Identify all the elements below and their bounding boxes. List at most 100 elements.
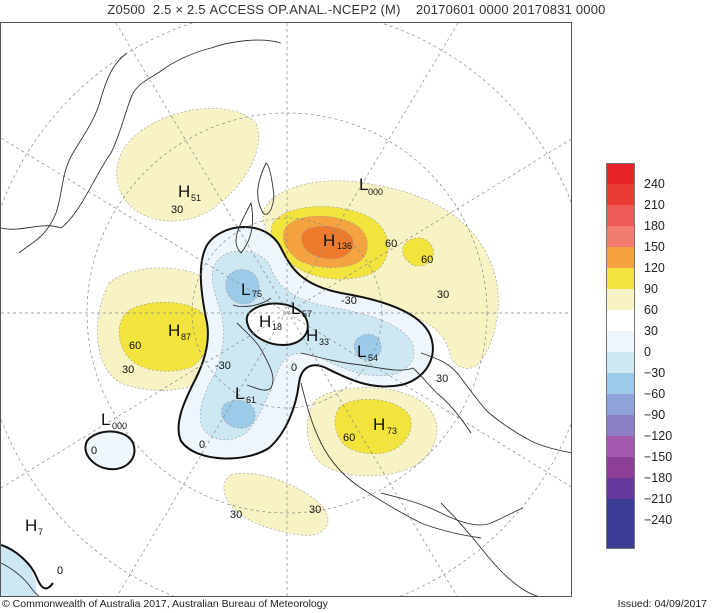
copyright-notice: © Commonwealth of Australia 2017, Austra… bbox=[2, 598, 328, 610]
center-l61-value: 61 bbox=[246, 395, 256, 405]
center-h33: H 33 bbox=[306, 326, 329, 347]
lat-lon-grid bbox=[1, 23, 571, 596]
center-h87-letter: H bbox=[168, 321, 180, 340]
contour-label: 30 bbox=[436, 373, 448, 385]
zero-contour-bottomleft bbox=[1, 544, 54, 590]
legend-swatch bbox=[606, 373, 635, 394]
contour-label: 30 bbox=[122, 364, 134, 376]
legend-swatch bbox=[606, 163, 635, 184]
center-h7: H 7 bbox=[25, 516, 43, 537]
map-panel: H 51 L 000 H 136 L 75 L 57 H 18 H 33 L 5… bbox=[0, 22, 572, 597]
title-grid: 2.5 × 2.5 bbox=[152, 2, 206, 17]
anomaly-m60-a bbox=[225, 269, 260, 305]
legend-swatch bbox=[606, 310, 635, 331]
legend-swatch bbox=[606, 226, 635, 247]
contour-label: -30 bbox=[215, 360, 231, 372]
legend-label: −60 bbox=[644, 387, 666, 401]
contour-label: 30 bbox=[309, 504, 321, 516]
center-h18-value: 18 bbox=[272, 322, 282, 332]
anomaly-60-west bbox=[118, 302, 209, 372]
center-h7-letter: H bbox=[25, 516, 37, 535]
legend-swatch bbox=[606, 436, 635, 457]
center-h136: H 136 bbox=[323, 231, 352, 251]
center-h87: H 87 bbox=[168, 321, 191, 342]
title-source: ACCESS OP.ANAL.-NCEP2 (M) bbox=[209, 2, 401, 17]
center-l57: L 57 bbox=[291, 299, 312, 319]
center-h33-value: 33 bbox=[319, 337, 329, 347]
anomaly-120-north bbox=[301, 225, 354, 260]
legend-label: −150 bbox=[644, 450, 673, 464]
center-h73-letter: H bbox=[373, 415, 385, 434]
legend-label: −210 bbox=[644, 492, 673, 506]
anomaly-0-southwest bbox=[85, 431, 135, 470]
anomaly-0-bottomleft bbox=[1, 543, 36, 596]
legend-swatch bbox=[606, 184, 635, 205]
contour-label: 30 bbox=[437, 289, 449, 301]
center-l75-value: 75 bbox=[252, 289, 262, 299]
legend-swatch bbox=[606, 247, 635, 268]
legend-swatch bbox=[606, 415, 635, 436]
center-h7-value: 7 bbox=[38, 527, 43, 537]
coastlines bbox=[1, 39, 571, 596]
contour-labels: 30 60 60 30 -30 60 30 -30 0 30 0 0 60 30… bbox=[57, 204, 449, 577]
center-l000-top: L 000 bbox=[359, 175, 383, 197]
center-h51-letter: H bbox=[178, 182, 190, 201]
contour-label: 60 bbox=[421, 254, 433, 266]
legend-swatch bbox=[606, 289, 635, 310]
anomaly-m60-b bbox=[353, 333, 382, 361]
contour-label: -30 bbox=[341, 295, 357, 307]
center-h51: H 51 bbox=[178, 182, 201, 203]
legend-label: 90 bbox=[644, 282, 658, 296]
contour-label: 30 bbox=[230, 509, 242, 521]
legend-label: 240 bbox=[644, 177, 665, 191]
center-h136-value: 136 bbox=[337, 241, 352, 251]
center-l75: L 75 bbox=[241, 280, 262, 299]
legend-swatch bbox=[606, 478, 635, 499]
title-period: 20170601 0000 20170831 0000 bbox=[415, 2, 606, 17]
legend-label: 180 bbox=[644, 219, 665, 233]
legend-swatch bbox=[606, 457, 635, 478]
legend-swatch bbox=[606, 499, 635, 549]
legend-label: 0 bbox=[644, 345, 651, 359]
zero-contour-h18 bbox=[245, 302, 309, 347]
center-h136-letter: H bbox=[323, 231, 335, 250]
center-l000-left-value: 000 bbox=[112, 421, 127, 431]
center-h87-value: 87 bbox=[181, 332, 191, 342]
legend-swatch bbox=[606, 394, 635, 415]
center-l000-top-value: 000 bbox=[368, 187, 383, 197]
center-l54-letter: L bbox=[357, 342, 366, 361]
center-h18: H 18 bbox=[259, 312, 282, 332]
center-l57-letter: L bbox=[291, 299, 300, 318]
anomaly-30-south bbox=[223, 472, 329, 536]
zero-contour-central bbox=[177, 226, 434, 460]
contour-label: 60 bbox=[343, 432, 355, 444]
center-l75-letter: L bbox=[241, 280, 250, 299]
zero-contour-southwest bbox=[84, 430, 136, 471]
contour-label: 0 bbox=[291, 362, 297, 374]
center-l000-left: L 000 bbox=[101, 410, 127, 431]
legend-swatch bbox=[606, 331, 635, 352]
contour-label: 30 bbox=[171, 204, 183, 216]
center-h51-value: 51 bbox=[191, 193, 201, 203]
legend-swatch bbox=[606, 268, 635, 289]
legend-label: 150 bbox=[644, 240, 665, 254]
center-l61-letter: L bbox=[235, 384, 244, 403]
center-h33-letter: H bbox=[306, 326, 318, 345]
anomaly-m60-c bbox=[221, 400, 256, 429]
chart-title: Z0500 2.5 × 2.5 ACCESS OP.ANAL.-NCEP2 (M… bbox=[0, 0, 713, 24]
legend-swatch bbox=[606, 352, 635, 373]
contour-label: 0 bbox=[57, 565, 63, 577]
issued-date: Issued: 04/09/2017 bbox=[617, 598, 707, 610]
center-l000-top-letter: L bbox=[359, 175, 368, 194]
legend-label: 60 bbox=[644, 303, 658, 317]
center-l57-value: 57 bbox=[302, 309, 312, 319]
anomaly-60-southeast bbox=[334, 399, 412, 454]
contour-label: 60 bbox=[129, 340, 141, 352]
center-h73-value: 73 bbox=[387, 426, 397, 436]
center-l000-left-letter: L bbox=[101, 410, 110, 429]
center-l54: L 54 bbox=[357, 342, 378, 363]
legend-label: −240 bbox=[644, 513, 673, 527]
legend-label: −120 bbox=[644, 429, 673, 443]
legend-label: −180 bbox=[644, 471, 673, 485]
contour-label: 0 bbox=[199, 439, 205, 451]
